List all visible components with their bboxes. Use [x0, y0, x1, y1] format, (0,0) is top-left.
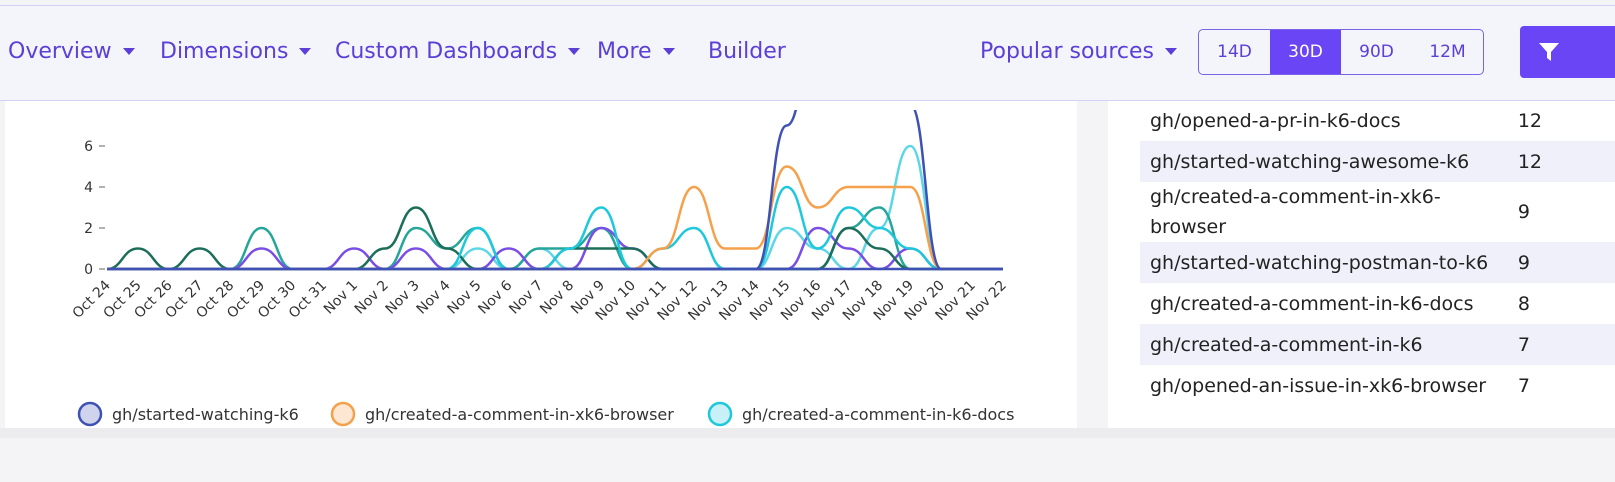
nav-item[interactable]: Builder — [708, 39, 786, 64]
source-count: 7 — [1517, 324, 1615, 365]
table-row: gh/started-watching-postman-to-k6 9 — [1140, 242, 1615, 283]
nav-item[interactable]: Overview — [8, 39, 136, 64]
legend-swatch — [330, 401, 356, 427]
sources-table: gh/opened-a-pr-in-k6-docs 12 gh/started-wa… — [1140, 100, 1615, 406]
source-count: 9 — [1517, 242, 1615, 283]
source-name[interactable]: gh/created-a-comment-in-xk6-browser — [1150, 186, 1441, 238]
top-sources-panel: gh/opened-a-pr-in-k6-docs 12 gh/started-wa… — [1108, 100, 1615, 428]
source-count: 9 — [1517, 201, 1530, 223]
table-row: gh/created-a-comment-in-k6 7 — [1140, 324, 1615, 365]
filter-button[interactable] — [1520, 26, 1615, 78]
table-row: gh/created-a-comment-in-xk6-browser 9 — [1140, 182, 1615, 242]
nav-label: Builder — [708, 39, 786, 64]
caret-icon — [662, 48, 675, 55]
caret — [662, 48, 675, 55]
caret — [568, 48, 581, 55]
x-tick-label: Nov 3 — [383, 278, 423, 318]
y-tick-label: 4 — [84, 180, 93, 196]
x-tick-label: Nov 5 — [445, 278, 485, 318]
table-row: gh/opened-a-pr-in-k6-docs 12 — [1140, 100, 1615, 141]
nav-item[interactable]: Dimensions — [160, 39, 312, 64]
nav-label: Overview — [8, 39, 112, 64]
footer-area — [0, 428, 1615, 482]
range-button[interactable]: 14D — [1217, 42, 1252, 62]
caret-icon — [568, 48, 581, 55]
legend-label: gh/created-a-comment-in-xk6-browser — [365, 405, 674, 424]
x-tick-label: Nov 7 — [506, 278, 546, 318]
range-button[interactable]: 90D — [1359, 42, 1394, 62]
legend-swatch — [707, 401, 733, 427]
source-count: 12 — [1517, 109, 1543, 132]
y-tick-label: 2 — [84, 221, 93, 237]
y-tick-label: 0 — [84, 262, 93, 278]
source-label: Popular sources — [980, 39, 1155, 64]
legend-swatch — [77, 401, 103, 427]
source-name[interactable]: gh/created-a-comment-in-k6 — [1140, 324, 1518, 365]
x-tick-label: Nov 1 — [321, 278, 361, 318]
funnel — [1539, 43, 1559, 61]
x-tick-label: Nov 6 — [475, 277, 515, 317]
legend-label: gh/created-a-comment-in-k6-docs — [742, 405, 1014, 424]
nav-item[interactable]: More — [597, 39, 676, 64]
source-name[interactable]: gh/started-watching-postman-to-k6 — [1140, 242, 1518, 283]
caret — [122, 48, 135, 55]
series-line — [106, 165, 1003, 271]
source-name[interactable]: gh/opened-a-pr-in-k6-docs — [1150, 109, 1401, 132]
source-dropdown[interactable]: Popular sources — [980, 39, 1178, 64]
table-row: gh/started-watching-awesome-k6 12 — [1140, 141, 1615, 182]
filter-icon — [1539, 43, 1559, 61]
x-tick-label: Nov 8 — [537, 278, 577, 318]
range-button[interactable]: 30D — [1270, 30, 1341, 74]
source-count: 8 — [1517, 292, 1530, 315]
table-row: gh/opened-an-issue-in-xk6-browser 7 — [1140, 365, 1615, 406]
caret — [299, 48, 312, 55]
nav-label: Dimensions — [160, 39, 289, 64]
nav-label: Custom Dashboards — [335, 39, 558, 64]
source-count: 12 — [1517, 141, 1615, 182]
caret-icon — [122, 48, 135, 55]
range-selector: 14D 30D 90D 12M — [1198, 29, 1484, 75]
range-button[interactable]: 12M — [1429, 42, 1466, 62]
series-line — [106, 144, 1003, 271]
x-tick-label: Nov 4 — [414, 277, 454, 317]
x-tick-label: Nov 2 — [352, 278, 392, 318]
series-line — [106, 206, 1003, 271]
nav-bar: Overview Dimensions Custom Dashboards More B… — [0, 5, 1615, 101]
source-name[interactable]: gh/started-watching-awesome-k6 — [1140, 141, 1518, 182]
caret — [1165, 48, 1178, 55]
y-tick-label: 6 — [84, 139, 93, 155]
source-name[interactable]: gh/opened-an-issue-in-xk6-browser — [1150, 374, 1487, 397]
nav-label: More — [597, 39, 652, 64]
legend-label: gh/started-watching-k6 — [112, 405, 299, 424]
caret-icon — [1165, 48, 1178, 55]
table-row: gh/created-a-comment-in-k6-docs 8 — [1140, 283, 1615, 324]
caret-icon — [299, 48, 312, 55]
nav-item[interactable]: Custom Dashboards — [335, 39, 581, 64]
source-name[interactable]: gh/created-a-comment-in-k6-docs — [1150, 292, 1474, 315]
source-count: 7 — [1517, 374, 1530, 397]
